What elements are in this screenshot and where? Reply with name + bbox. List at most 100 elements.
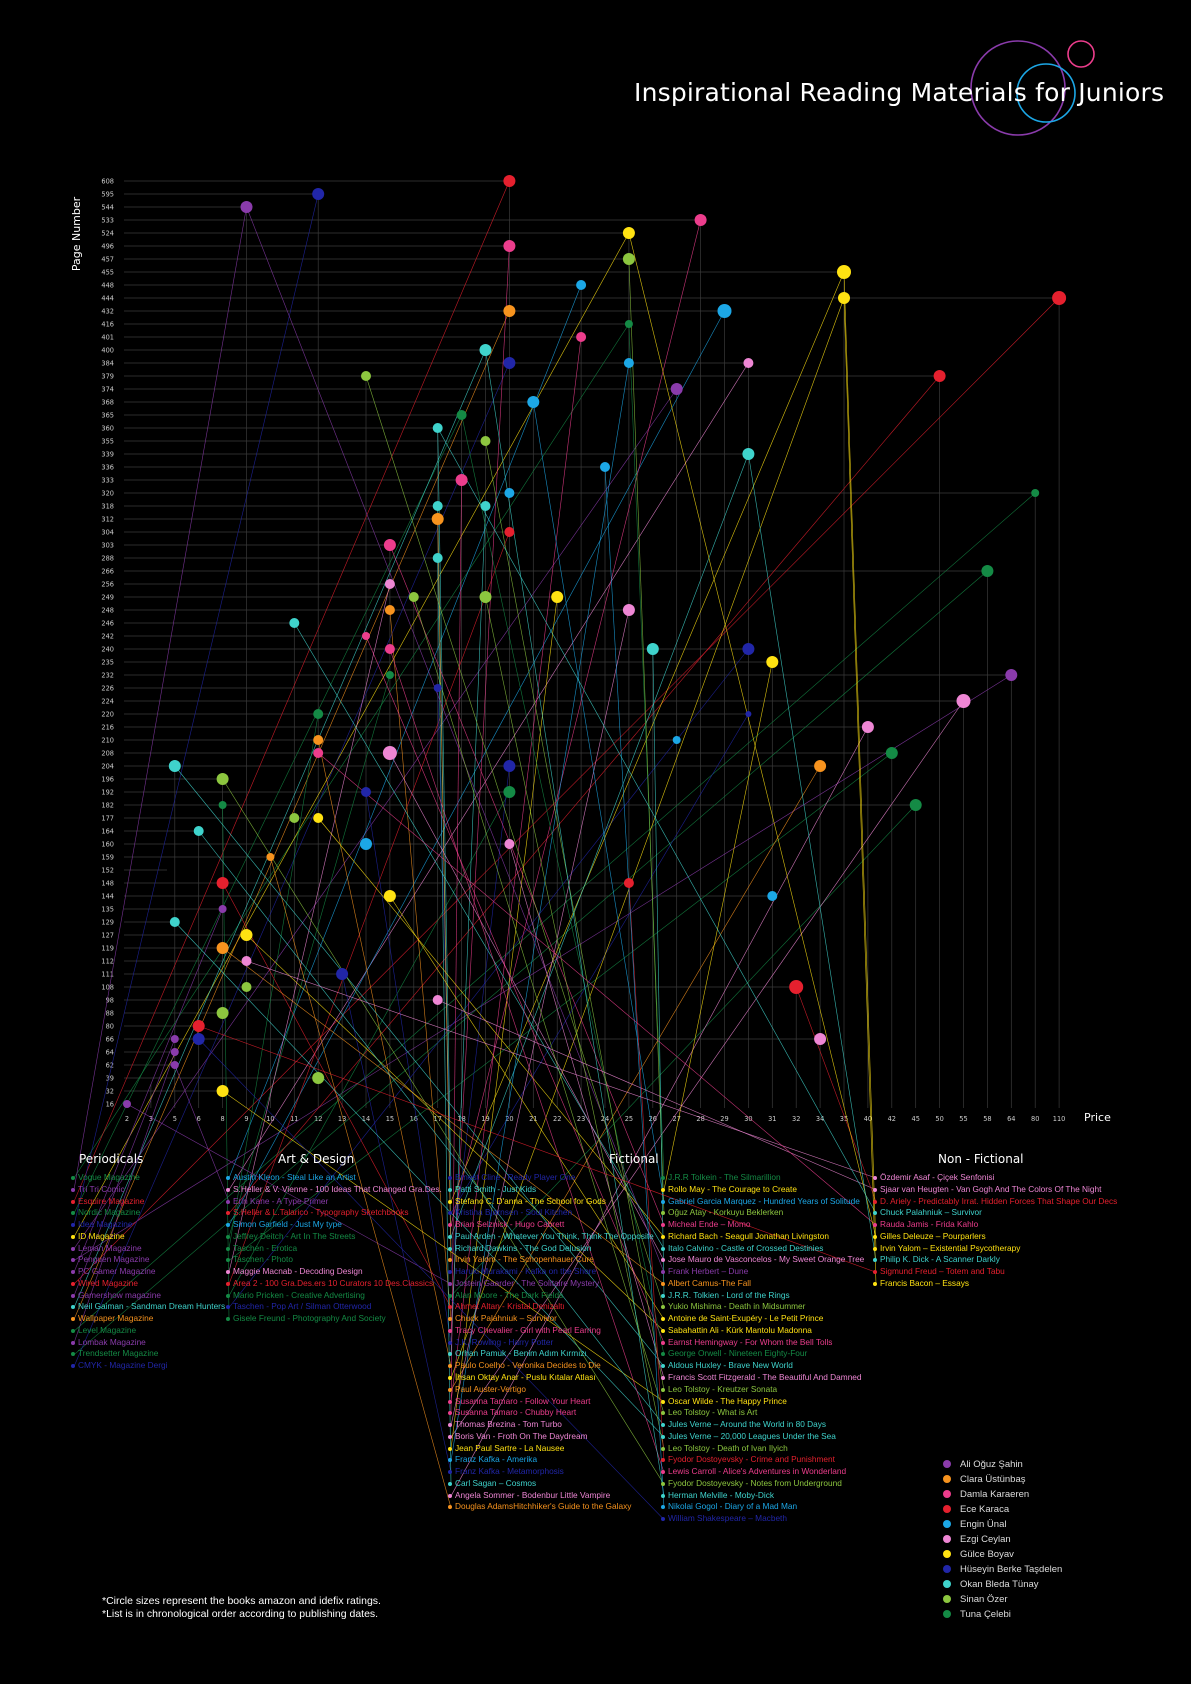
book-item: İhsan Oktay Anar - Puslu Kıtalar Atlası [448,1372,654,1384]
data-point-damla-karaeren [576,332,587,342]
data-point-ali-oguz-sahin [218,905,227,913]
x-tick-label: 28 [696,1115,704,1123]
book-title: Sabahattin Ali - Kürk Mantolu Madonna [668,1324,812,1335]
book-title: Jose Mauro de Vasconcelos - My Sweet Ora… [668,1254,865,1265]
y-tick-label: 384 [101,360,114,368]
section-art-design: Art & Design [278,1152,355,1166]
y-tick-label: 432 [101,308,114,316]
book-title: CMYK - Magazine Dergi [78,1360,168,1371]
data-point-sinan-ozer [289,813,300,823]
y-tick-label: 242 [101,633,114,641]
data-point-okan-bleda-tunay [432,501,443,511]
data-point-okan-bleda-tunay [432,553,443,563]
bullet-dot [448,1434,452,1439]
book-title: Tri Tri Comic [78,1183,125,1194]
book-item: Simon Garfield - Just My type [226,1219,442,1231]
book-title: Herman Melville - Moby-Dick [668,1489,775,1500]
book-item: Mario Pricken - Creative Advertising [226,1290,442,1302]
book-item: Susanna Tamaro - Follow Your Heart [448,1396,654,1408]
book-title: Wired Magazine [78,1277,138,1288]
bullet-dot [448,1458,452,1463]
connector-line [228,648,749,1308]
connector-line [294,622,665,1249]
connector-line [485,349,665,1497]
book-item: Orhan Pamuk - Benim Adım Kırmızı [448,1348,654,1360]
book-title: Mario Pricken - Creative Advertising [233,1289,365,1300]
book-title: Jeffrey Deitch - Art In The Streets [233,1230,356,1241]
data-point-sinan-ozer [480,436,491,446]
data-point-sinan-ozer [622,253,635,265]
bullet-dot [873,1187,877,1192]
book-title: Leo Tolstoy - Kreutzer Sonata [668,1383,778,1394]
book-title: Frank Herbert – Dune [668,1266,749,1277]
connector-line [73,492,1036,1332]
connector-line [228,791,510,1296]
book-item: PC Gamer Magazine [71,1266,225,1278]
book-title: Vogue Magazine [78,1172,140,1182]
bullet-dot [661,1364,665,1369]
data-point-tuna-celebi [1031,489,1040,497]
connector-line [246,960,877,1179]
book-item: Yukio Mishima - Death in Midsummer [661,1301,864,1313]
y-tick-label: 608 [101,178,114,186]
connector-line [450,219,701,1226]
connector-line [73,193,319,1226]
book-item: Özdemir Asaf - Çiçek Senfonisi [873,1172,1117,1184]
data-point-gulce-boyav [383,890,396,902]
bullet-dot [226,1293,230,1298]
bullet-dot [873,1270,877,1275]
bullet-dot [226,1258,230,1263]
book-title: Kristina Bjørnsen - Soul Kitchen [455,1207,573,1218]
y-tick-label: 224 [101,698,114,706]
legend-swatch [943,1460,951,1468]
y-tick-label: 210 [101,737,114,745]
y-tick-label: 240 [101,646,114,654]
bullet-dot [448,1387,452,1392]
book-title: Jean Paul Sartre - La Nausee [455,1442,565,1453]
bullet-dot [661,1434,665,1439]
y-tick-label: 135 [101,906,114,914]
connector-line [450,479,462,1414]
data-point-sinan-ozer [216,773,229,785]
data-point-ezgi-ceylan [743,358,754,368]
connector-line [437,518,452,1261]
book-title: Level Magazine [78,1324,137,1335]
book-title: D. Ariely - Predictably Irrat. Hidden Fo… [880,1195,1118,1206]
bullet-dot [448,1399,452,1404]
connector-line [174,921,665,1438]
data-point-ezgi-ceylan [432,995,443,1005]
book-title: George Orwell - Nineteen Eighty-Four [668,1348,808,1359]
data-point-ece-karaca [623,878,634,888]
y-tick-label: 256 [101,581,114,589]
book-title: Thomas Brezina - Tom Turbo [455,1419,562,1430]
book-item: Fyodor Dostoyevsky - Notes from Undergro… [661,1478,864,1490]
book-title: Maggie Macnab - Decoding Design [233,1266,363,1277]
book-item: Jean Paul Sartre - La Nausee [448,1443,654,1455]
bullet-dot [661,1458,665,1463]
data-point-okan-bleda-tunay [432,423,443,433]
connector-line [450,609,630,1426]
book-title: Yukio Mishima - Death in Midsummer [668,1301,806,1312]
bullet-dot [661,1387,665,1392]
bullet-dot [448,1187,452,1192]
data-point-tuna-celebi [909,799,922,811]
x-tick-label: 34 [816,1115,824,1123]
bullet-dot [448,1199,452,1204]
x-axis-label: Price [1084,1111,1111,1124]
book-item: Paul Auster-Vertigo [448,1384,654,1396]
data-point-sinan-ozer [216,1007,229,1019]
data-point-engin-unal [623,358,634,368]
y-tick-label: 148 [101,880,114,888]
connector-line [317,817,665,1238]
bullet-dot [661,1270,665,1275]
bullet-dot [448,1352,452,1357]
connector-line [222,804,230,1320]
book-item: Patti Smith - Just Kids [448,1184,654,1196]
bullet-dot [448,1470,452,1475]
x-tick-label: 15 [386,1115,394,1123]
book-item: Sigmund Freud – Totem and Tabu [873,1266,1117,1278]
bullet-dot [226,1246,230,1251]
book-title: Taschen - Photo [233,1254,293,1265]
bullet-dot [448,1281,452,1286]
data-point-ezgi-ceylan [622,604,635,616]
